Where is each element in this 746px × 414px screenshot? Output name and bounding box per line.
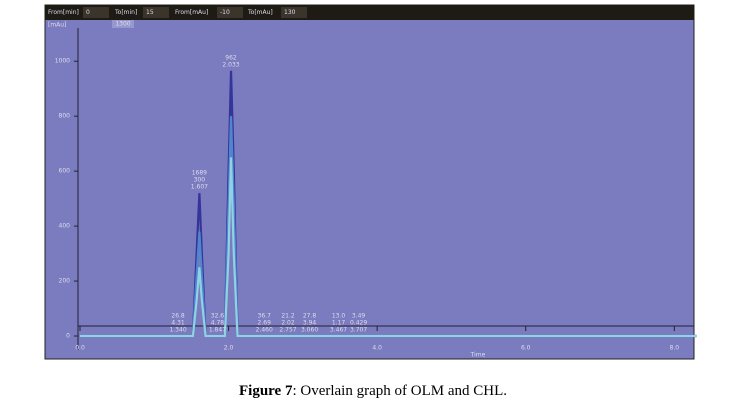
toolbar-field	[83, 7, 109, 18]
trace	[80, 157, 697, 338]
toolbar	[45, 5, 694, 20]
toolbar-value: 15	[146, 9, 154, 16]
peak-label: 21.2	[281, 313, 295, 320]
y-tick-label: 1000	[55, 58, 70, 65]
toolbar-field	[281, 7, 307, 18]
peak-label: 4.78	[211, 320, 225, 327]
toolbar-label: To[min]	[114, 9, 137, 16]
x-tick-label: 4.0	[372, 345, 382, 352]
peak-label: 3.467	[330, 327, 347, 334]
x-tick-label: 0.0	[75, 345, 85, 352]
caption: Figure 7: Overlain graph of OLM and CHL.	[0, 383, 746, 400]
peak-label: 3.707	[350, 327, 367, 334]
x-tick-label: 8.0	[670, 345, 680, 352]
peak-label: 2.02	[281, 320, 295, 327]
peak-label: 2.460	[256, 327, 273, 334]
peak-label: 2.757	[279, 327, 296, 334]
y-tick-label: 200	[59, 278, 71, 285]
peak-label: 2.033	[222, 61, 239, 68]
peak-label: 962	[225, 54, 237, 61]
peak-label: 3.94	[303, 320, 317, 327]
x-tick-label: 2.0	[224, 345, 234, 352]
toolbar-value: -10	[220, 9, 230, 16]
y-tick-label: 600	[59, 168, 71, 175]
chart: [mAu] 1300 Time From[min] 0 To[min] 15 From[…	[44, 4, 697, 360]
caption-text: : Overlain graph of OLM and CHL.	[292, 383, 507, 399]
scale-value: 1300	[115, 21, 130, 28]
y-tick-label: 800	[59, 113, 71, 120]
y-tick-label: 400	[59, 223, 71, 230]
toolbar-field	[143, 7, 169, 18]
peak-label: 13.0	[332, 313, 346, 320]
peak-label: 26.8	[171, 313, 185, 320]
toolbar-label: From[min]	[48, 9, 79, 16]
toolbar-value: 0	[86, 9, 90, 16]
x-tick-label: 6.0	[521, 345, 531, 352]
peak-label: 1689	[192, 170, 207, 177]
peak-label: 2.69	[258, 320, 272, 327]
peak-label: 3.060	[301, 327, 318, 334]
y-tick-label: 0	[66, 333, 70, 340]
toolbar-field	[217, 7, 243, 18]
peak-label: 1.847	[209, 327, 226, 334]
peak-label: 1.607	[191, 184, 208, 191]
peak-label: 4.31	[171, 320, 185, 327]
peak-label: 1.340	[169, 327, 186, 334]
toolbar-label: From[mAu]	[175, 9, 208, 16]
peak-label: 3.49	[352, 313, 366, 320]
peak-label: 0.429	[350, 320, 367, 327]
peak-label: 300	[194, 177, 206, 184]
x-axis-label: Time	[470, 352, 486, 359]
peak-label: 27.8	[303, 313, 317, 320]
scale-box	[112, 20, 134, 28]
y-unit: [mAu]	[48, 22, 66, 29]
peak-label: 36.7	[258, 313, 272, 320]
peak-label: 32.6	[211, 313, 225, 320]
caption-label: Figure 7	[238, 383, 293, 399]
plot-frame	[44, 4, 695, 360]
toolbar-label: To[mAu]	[247, 9, 273, 16]
toolbar-value: 130	[284, 9, 296, 16]
peak-label: 1.17	[332, 320, 346, 327]
